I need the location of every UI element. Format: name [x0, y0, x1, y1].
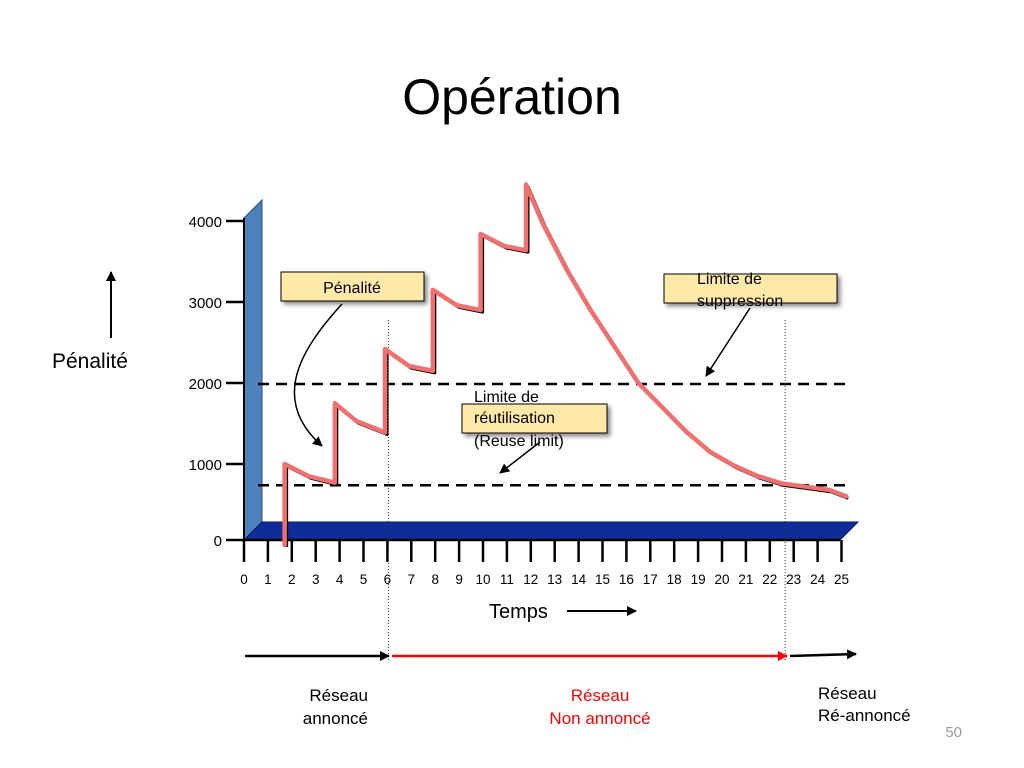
- callout-reuse-limit: Limite de réutilisation (Reuse limit): [461, 389, 608, 474]
- callout-reuse-box: [461, 403, 608, 434]
- slide-title: Opération: [402, 69, 622, 125]
- callout-suppress-pointer: [705, 307, 751, 377]
- timeline-announced-line1: Réseau: [309, 686, 368, 705]
- callout-reuse-line2: réutilisation: [474, 410, 555, 427]
- timeline-reannounced-line2: Ré-annoncé: [818, 706, 911, 725]
- x-tick-label: 11: [500, 572, 514, 587]
- x-tick-label: 19: [691, 572, 706, 587]
- series-group: [282, 182, 849, 548]
- callout-suppress-box: [663, 273, 838, 304]
- x-tick-label: 15: [595, 572, 610, 587]
- x-tick-label: 25: [834, 572, 849, 587]
- x-tick-label: 14: [571, 572, 587, 587]
- x-tick-label: 13: [547, 572, 562, 587]
- x-tick-label: 4: [336, 572, 344, 587]
- x-tick-label: 10: [475, 572, 490, 587]
- x-tick-label: 9: [455, 572, 463, 587]
- series-line: [282, 182, 849, 548]
- x-tick-label: 18: [667, 572, 682, 587]
- callout-reuse-pointer: [499, 441, 541, 474]
- time-markers: [387, 320, 786, 660]
- x-tick-label: 24: [810, 572, 826, 587]
- x-tick-label: 1: [264, 572, 272, 587]
- x-tick-label: 7: [408, 572, 416, 587]
- series-shadow: [285, 185, 849, 547]
- timeline: Réseau annoncé Réseau Non annoncé Réseau…: [245, 649, 911, 728]
- x-axis-ticks: 0 1 2 3 4 5 6 7 8 9 10 11 12 13 14 15 16 17 18 19 20 21 22 23 24…: [240, 540, 849, 587]
- x-tick-label: 12: [523, 572, 538, 587]
- timeline-unannounced-line2: Non annoncé: [549, 709, 650, 728]
- x-tick-label: 0: [240, 572, 248, 587]
- callout-reuse-line1: Limite de: [474, 389, 539, 406]
- y-axis-label: Pénalité: [52, 350, 128, 373]
- y-tick-label: 1000: [189, 457, 222, 474]
- y-tick-label: 0: [214, 533, 222, 550]
- callout-suppress-line1: Limite de: [697, 271, 762, 288]
- callout-penalty-box: [280, 271, 425, 302]
- x-tick-label: 22: [762, 572, 777, 587]
- x-tick-label: 5: [360, 572, 368, 587]
- callout-penalty-text: Pénalité: [323, 280, 381, 297]
- timeline-announced-line2: annoncé: [303, 709, 368, 728]
- callout-suppress-limit: Limite de suppression: [663, 271, 838, 377]
- timeline-reannounced-line1: Réseau: [818, 684, 877, 703]
- x-axis-label: Temps: [489, 601, 548, 623]
- slide-number: 50: [945, 724, 962, 741]
- callout-penalty-pointer: [293, 303, 343, 447]
- y-tick-label: 2000: [189, 376, 222, 393]
- timeline-unannounced-line1: Réseau: [571, 686, 630, 705]
- y-axis-ticks: 0 1000 2000 3000 4000: [189, 214, 244, 550]
- timeline-reannounced-arrow: [789, 649, 857, 660]
- callout-penalty: Pénalité: [280, 271, 425, 447]
- y-tick-label: 4000: [189, 214, 222, 231]
- x-tick-label: 21: [738, 572, 753, 587]
- x-tick-label: 2: [288, 572, 296, 587]
- y-axis-wall: [243, 198, 263, 542]
- x-tick-label: 3: [312, 572, 320, 587]
- x-tick-label: 20: [714, 572, 729, 587]
- x-tick-label: 8: [431, 572, 439, 587]
- x-tick-label: 6: [384, 572, 392, 587]
- x-tick-label: 17: [643, 572, 658, 587]
- x-tick-label: 16: [619, 572, 634, 587]
- reference-lines: [258, 382, 848, 487]
- callout-suppress-line2: suppression: [697, 293, 783, 310]
- callout-reuse-line3: (Reuse limit): [474, 433, 564, 450]
- x-tick-label: 23: [786, 572, 801, 587]
- x-axis-floor: [242, 521, 860, 541]
- y-tick-label: 3000: [189, 295, 222, 312]
